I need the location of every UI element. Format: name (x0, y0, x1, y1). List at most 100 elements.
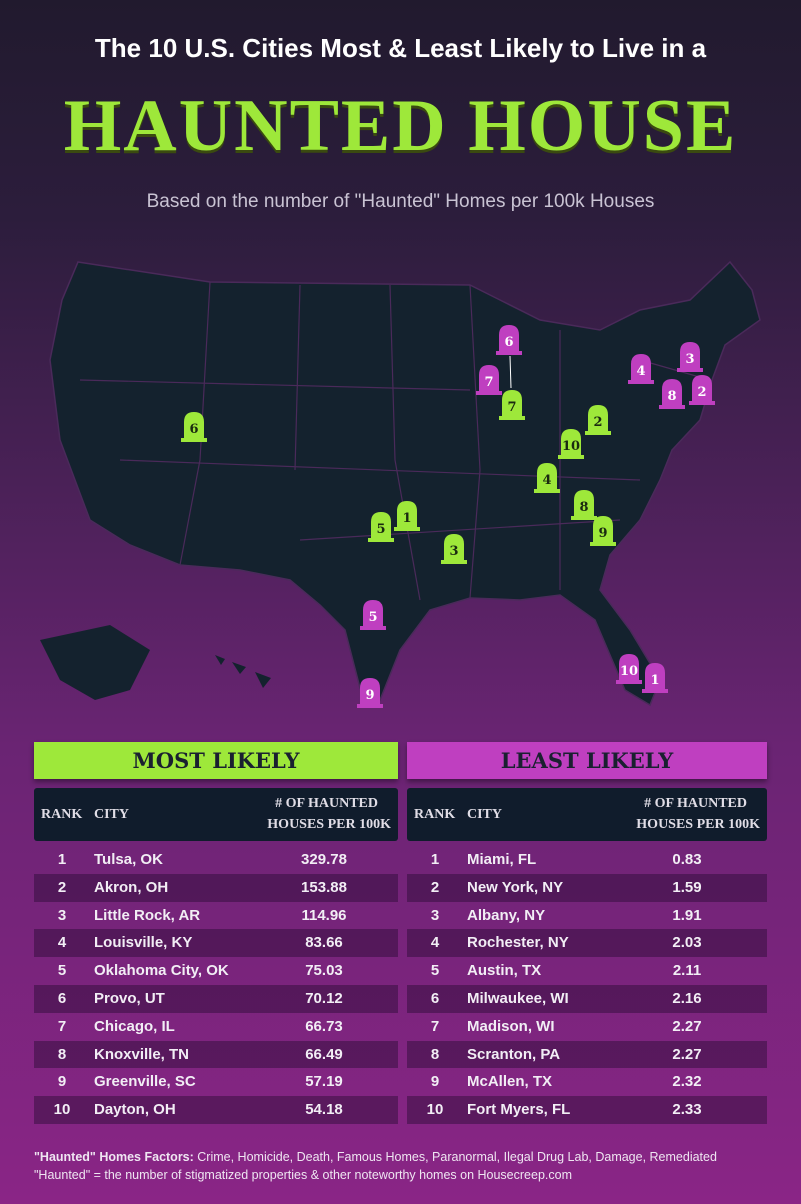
value-cell: 2.11 (672, 962, 702, 980)
footer: "Haunted" Homes Factors: Crime, Homicide… (34, 1148, 774, 1184)
table-row: 3 Albany, NY 1.91 (407, 902, 767, 930)
tombstone-icon (502, 390, 522, 418)
state-borders (79, 281, 711, 601)
city-cell: Miami, FL (467, 851, 537, 868)
marker-label: 8 (667, 389, 676, 404)
table-row: 6 Milwaukee, WI 2.16 (407, 984, 767, 1013)
hawaii (215, 655, 271, 688)
alaska (40, 625, 150, 700)
marker-label: 10 (620, 664, 638, 679)
marker-label: 6 (504, 335, 513, 350)
value-cell: 114.96 (301, 906, 347, 924)
table-row: 8 Scranton, PA 2.27 (407, 1040, 767, 1069)
table-row: 10 Dayton, OH 54.18 (34, 1096, 398, 1124)
table-row: 9 Greenville, SC 57.19 (34, 1068, 398, 1096)
tombstone-base (394, 527, 420, 531)
least-likely-header: LEAST LIKELY (407, 742, 767, 779)
marker-label: 7 (484, 375, 493, 390)
marker-label: 4 (542, 473, 551, 488)
tombstone-base (616, 680, 642, 684)
connector-line (509, 355, 512, 389)
city-cell: Akron, OH (94, 878, 169, 896)
marker-label: 9 (365, 688, 374, 703)
city-cell: Oklahoma City, OK (94, 962, 229, 980)
tombstone-icon (371, 512, 391, 540)
value-cell: 2.33 (672, 1101, 702, 1119)
rank-cell: 1 (430, 851, 440, 868)
rank-cell: 9 (430, 1073, 440, 1091)
marker-label: 3 (685, 352, 694, 367)
value-cell: 2.32 (672, 1073, 702, 1091)
rank-cell: 3 (57, 906, 67, 924)
col-city: CITY (94, 807, 130, 822)
value-cell: 75.03 (305, 962, 343, 980)
tombstone-icon (680, 342, 700, 370)
rank-cell: 2 (430, 878, 440, 896)
tombstone-icon (662, 379, 682, 407)
rank-cell: 7 (430, 1017, 440, 1035)
most-marker-tombstone: 7 (499, 390, 525, 420)
tombstone-base (628, 380, 654, 384)
subtitle: Based on the number of "Haunted" Homes p… (146, 191, 655, 212)
rank-cell: 4 (430, 934, 440, 952)
rank-cell: 10 (426, 1101, 444, 1119)
most-marker-tombstone: 4 (534, 463, 560, 493)
tombstone-base (590, 542, 616, 546)
tombstone-base (689, 401, 715, 405)
table-row: 10 Fort Myers, FL 2.33 (407, 1096, 767, 1124)
tombstone-icon (444, 534, 464, 562)
value-cell: 57.19 (305, 1073, 343, 1091)
most-marker-tombstone: 8 (571, 490, 597, 520)
city-cell: Madison, WI (467, 1017, 555, 1035)
tombstone-icon (645, 663, 665, 691)
rank-cell: 5 (430, 962, 440, 980)
marker-label: 2 (697, 385, 706, 400)
city-cell: Louisville, KY (94, 934, 193, 952)
marker-label: 2 (593, 415, 602, 430)
tombstone-icon (631, 354, 651, 382)
city-cell: Fort Myers, FL (467, 1101, 571, 1119)
headline: HAUNTED HOUSE (63, 85, 738, 167)
city-cell: Tulsa, OK (94, 851, 163, 868)
marker-label: 5 (368, 610, 377, 625)
tombstone-base (441, 560, 467, 564)
tombstone-icon (184, 412, 204, 440)
value-cell: 66.49 (305, 1045, 343, 1063)
col-rank: RANK (414, 807, 456, 822)
tombstone-base (357, 704, 383, 708)
city-cell: Albany, NY (467, 906, 546, 924)
rank-cell: 6 (57, 989, 67, 1007)
rank-cell: 7 (57, 1017, 67, 1035)
value-cell: 329.78 (301, 851, 347, 868)
tombstone-icon (363, 600, 383, 628)
tombstone-base (181, 438, 207, 442)
least-marker-tombstone: 7 (476, 365, 502, 395)
table-row: 2 New York, NY 1.59 (407, 873, 767, 902)
tombstone-base (496, 351, 522, 355)
city-cell: Rochester, NY (467, 934, 569, 952)
marker-label: 5 (376, 522, 385, 537)
value-cell: 66.73 (305, 1017, 343, 1035)
least-marker-tombstone: 9 (357, 678, 383, 708)
value-cell: 83.66 (305, 934, 343, 952)
most-marker-tombstone: 3 (441, 534, 467, 564)
city-cell: Dayton, OH (94, 1101, 176, 1119)
table-row: 1 Miami, FL 0.83 (407, 846, 767, 874)
least-marker-tombstone: 4 (628, 354, 654, 384)
tombstone-base (585, 431, 611, 435)
value-cell: 1.59 (672, 878, 702, 896)
table-row: 4 Louisville, KY 83.66 (34, 929, 398, 958)
marker-label: 10 (562, 439, 580, 454)
tombstone-icon (692, 375, 712, 403)
most-marker-tombstone: 10 (558, 429, 584, 459)
table-row: 2 Akron, OH 153.88 (34, 873, 398, 902)
rank-cell: 4 (57, 934, 67, 952)
table-row: 8 Knoxville, TN 66.49 (34, 1040, 398, 1069)
marker-label: 9 (598, 526, 607, 541)
marker-label: 6 (189, 422, 198, 437)
tombstone-base (659, 405, 685, 409)
tombstone-base (534, 489, 560, 493)
table-row: 9 McAllen, TX 2.32 (407, 1068, 767, 1096)
